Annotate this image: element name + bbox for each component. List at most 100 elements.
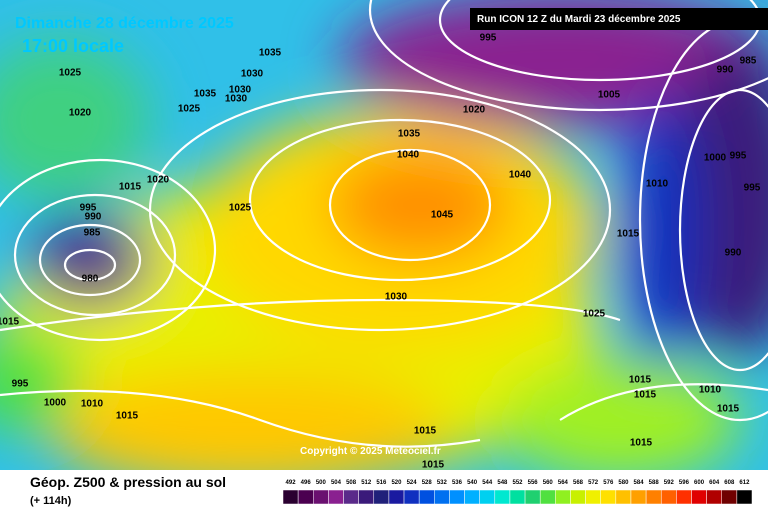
isobar-label: 980 bbox=[82, 274, 99, 285]
scale-label: 524 bbox=[407, 480, 418, 486]
isobar-label: 1000 bbox=[44, 398, 67, 409]
scale-swatch bbox=[403, 489, 420, 505]
scale-swatch bbox=[282, 489, 299, 505]
scale-swatch bbox=[464, 489, 480, 505]
isobar-label: 1035 bbox=[194, 89, 217, 100]
scale-label: 612 bbox=[739, 480, 750, 486]
scale-swatch bbox=[434, 489, 450, 505]
scale-swatch bbox=[691, 489, 707, 505]
scale-label: 504 bbox=[331, 480, 342, 486]
isobar-label: 1015 bbox=[0, 317, 20, 328]
isobar-label: 1005 bbox=[598, 90, 621, 101]
scale-swatch bbox=[388, 489, 405, 505]
scale-label: 556 bbox=[528, 480, 539, 486]
scale-label: 536 bbox=[452, 480, 463, 486]
isobar-label: 1035 bbox=[259, 48, 282, 59]
scale-swatch bbox=[328, 489, 344, 505]
field bbox=[0, 0, 768, 470]
isobar-label: 1015 bbox=[119, 182, 142, 193]
time-label: 17:00 locale bbox=[22, 36, 124, 56]
isobar-label: 995 bbox=[744, 183, 761, 194]
scale-swatch bbox=[358, 489, 375, 505]
scale-label: 548 bbox=[497, 480, 508, 486]
scale-swatch bbox=[479, 489, 496, 505]
scale-swatch bbox=[630, 489, 647, 505]
scale-swatch bbox=[736, 489, 753, 505]
scale-label: 608 bbox=[724, 480, 735, 486]
scale-label: 596 bbox=[679, 480, 690, 486]
scale-label: 572 bbox=[588, 480, 599, 486]
isobar-label: 1020 bbox=[69, 108, 92, 119]
scale-label: 564 bbox=[558, 480, 569, 486]
scale-label: 500 bbox=[316, 480, 327, 486]
run-label: Run ICON 12 Z du Mardi 23 décembre 2025 bbox=[477, 14, 681, 25]
scale-label: 492 bbox=[286, 480, 297, 486]
isobar-label: 985 bbox=[84, 228, 101, 239]
isobar-label: 990 bbox=[85, 212, 102, 223]
isobar-label: 1035 bbox=[398, 129, 421, 140]
scale-swatch bbox=[297, 489, 314, 505]
isobar-label: 1030 bbox=[229, 85, 252, 96]
isobar-label: 1025 bbox=[583, 309, 606, 320]
isobar-label: 995 bbox=[80, 203, 97, 214]
isobar-label: 990 bbox=[717, 65, 734, 76]
isobar-label: 1000 bbox=[704, 153, 727, 164]
scale-swatch bbox=[509, 489, 526, 505]
scale-swatch bbox=[706, 489, 722, 505]
isobar-label: 1015 bbox=[634, 390, 657, 401]
isobar-label: 1015 bbox=[629, 375, 652, 386]
scale-swatch bbox=[373, 489, 390, 505]
scale-swatch bbox=[494, 489, 511, 505]
scale-label: 496 bbox=[301, 480, 312, 486]
isobar-label: 1015 bbox=[617, 229, 640, 240]
scale-label: 568 bbox=[573, 480, 584, 486]
scale-label: 508 bbox=[346, 480, 357, 486]
isobar-label: 1015 bbox=[717, 404, 740, 415]
scale-label: 512 bbox=[361, 480, 372, 486]
isobar-label: 1020 bbox=[463, 105, 486, 116]
scale-label: 516 bbox=[376, 480, 387, 486]
isobar-label: 1045 bbox=[431, 210, 454, 221]
scale-label: 552 bbox=[512, 480, 523, 486]
copyright: Copyright © 2025 Meteociel.fr bbox=[300, 446, 441, 457]
footer-lead: (+ 114h) bbox=[30, 495, 72, 507]
isobar-label: 1010 bbox=[699, 385, 722, 396]
scale-swatch bbox=[524, 489, 541, 505]
scale-swatch bbox=[313, 489, 329, 505]
run-banner bbox=[470, 8, 768, 30]
isobar-label: 985 bbox=[740, 56, 757, 67]
scale-label: 528 bbox=[422, 480, 433, 486]
scale-label: 540 bbox=[467, 480, 478, 486]
scale-label: 532 bbox=[437, 480, 448, 486]
isobar-label: 1015 bbox=[630, 438, 653, 449]
isobar-label: 995 bbox=[12, 379, 29, 390]
scale-label: 580 bbox=[618, 480, 629, 486]
scale-swatch bbox=[600, 489, 617, 505]
isobar-label: 1040 bbox=[397, 150, 420, 161]
isobar-label: 995 bbox=[480, 33, 497, 44]
isobar-label: 1025 bbox=[229, 203, 252, 214]
footer-title: Géop. Z500 & pression au sol bbox=[30, 474, 226, 490]
isobar-label: 1015 bbox=[414, 426, 437, 437]
isobar-label: 1040 bbox=[509, 170, 532, 181]
date-label: Dimanche 28 décembre 2025 bbox=[15, 15, 234, 32]
isobar-label: 1030 bbox=[225, 94, 248, 105]
scale-label: 560 bbox=[543, 480, 554, 486]
scale-swatch bbox=[615, 489, 632, 505]
scale-swatch bbox=[449, 489, 465, 505]
scale-swatch bbox=[570, 489, 586, 505]
isobar-label: 1030 bbox=[385, 292, 408, 303]
isobar-label: 1025 bbox=[178, 104, 201, 115]
scale-label: 604 bbox=[709, 480, 720, 486]
scale-label: 584 bbox=[634, 480, 645, 486]
scale-swatch bbox=[343, 489, 359, 505]
scale-swatch bbox=[721, 489, 738, 505]
scale-label: 600 bbox=[694, 480, 705, 486]
scale-swatch bbox=[418, 489, 435, 505]
isobar-label: 995 bbox=[730, 151, 747, 162]
scale-swatch bbox=[555, 489, 571, 505]
scale-label: 520 bbox=[391, 480, 402, 486]
scale-swatch bbox=[539, 489, 556, 505]
scale-swatch bbox=[676, 489, 692, 505]
